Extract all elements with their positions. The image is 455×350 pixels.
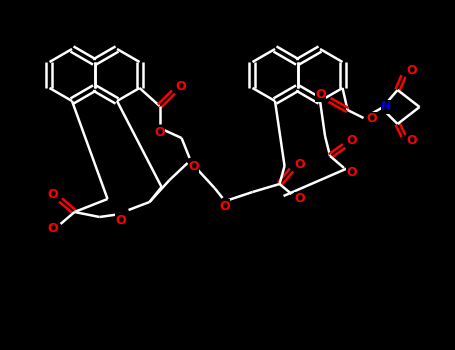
Text: O: O (406, 133, 417, 147)
Text: O: O (315, 89, 326, 101)
Text: O: O (115, 214, 126, 226)
Text: O: O (47, 223, 58, 236)
Text: O: O (294, 193, 305, 205)
Text: N: N (381, 100, 392, 113)
Text: O: O (154, 126, 165, 140)
Text: O: O (366, 112, 377, 126)
Text: O: O (175, 80, 186, 93)
Text: O: O (347, 167, 357, 180)
Text: O: O (347, 134, 357, 147)
Text: O: O (219, 199, 230, 212)
Text: O: O (406, 64, 417, 77)
Text: O: O (47, 189, 58, 202)
Text: O: O (188, 161, 199, 174)
Text: O: O (294, 159, 305, 172)
